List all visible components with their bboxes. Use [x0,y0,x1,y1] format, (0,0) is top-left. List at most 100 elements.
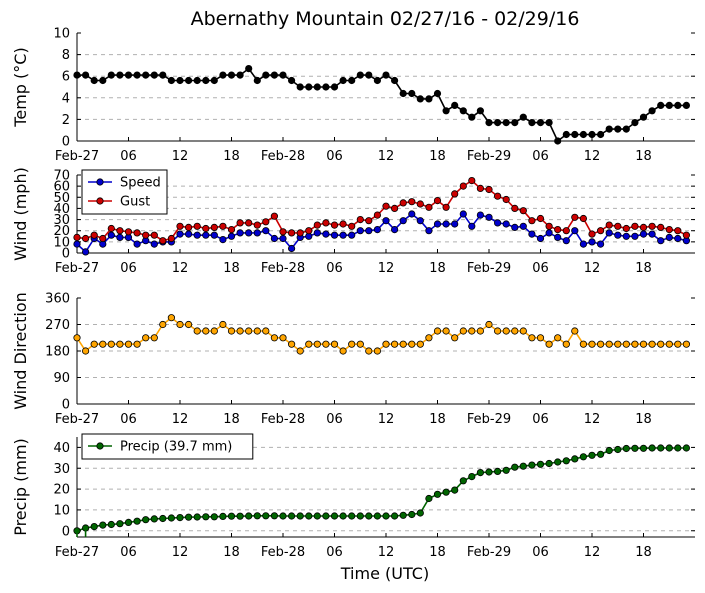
data-point [442,327,450,335]
data-point [519,462,527,470]
x-tick-label: 18 [635,412,652,427]
data-point [124,71,133,79]
data-point [614,222,622,230]
legend-marker [96,197,104,205]
data-point [519,207,527,215]
data-point [451,334,459,342]
y-tick-label: 40 [53,202,70,217]
data-point [562,130,570,139]
data-point [588,130,596,139]
data-point [674,101,682,110]
data-point [554,233,562,241]
x-tick-label: 18 [635,545,652,560]
data-point [202,224,210,233]
data-point [459,327,467,335]
data-point [339,76,347,85]
data-point [202,327,210,335]
data-point [296,83,304,91]
data-point [493,219,502,227]
data-point [579,130,588,139]
y-tick-label: 180 [45,345,70,360]
x-tick-label: 06 [120,545,137,560]
data-point [99,340,107,348]
x-tick-label: 06 [326,545,343,560]
x-tick-label: 06 [532,545,549,560]
data-point [73,240,81,248]
data-point [185,320,193,329]
data-point [73,233,81,241]
data-point [348,76,356,85]
data-point [142,516,150,524]
data-point [150,334,158,342]
data-point [596,130,605,139]
data-point [485,185,493,194]
data-point [554,458,562,466]
data-point [73,71,81,79]
data-point [373,211,381,219]
data-point [657,340,665,348]
data-point [674,340,682,348]
data-point [545,459,553,468]
series-gust [73,177,691,245]
data-point [262,71,270,79]
x-tick-label: 18 [429,261,446,276]
data-point [622,444,630,453]
data-point [657,223,665,231]
data-point [193,327,201,335]
data-point [545,119,553,127]
data-point [322,219,330,227]
data-point [476,184,484,192]
data-point [476,107,484,115]
x-tick-label: 06 [120,412,137,427]
data-point [287,229,296,237]
data-point [665,233,673,241]
x-tick-label: 12 [584,545,601,560]
x-tick-label: 18 [223,545,240,560]
data-point [631,340,639,348]
x-axis-label: Time (UTC) [340,564,429,583]
data-point [605,340,613,348]
data-point [219,512,227,521]
data-point [639,223,648,231]
data-point [245,65,253,73]
x-tick-label: 06 [326,261,343,276]
data-point [562,340,570,348]
data-point [142,231,150,239]
data-point [493,467,502,475]
data-point [554,137,562,145]
data-point [124,340,133,348]
data-point [253,512,261,520]
legend-marker [96,178,104,186]
series-temp [73,65,691,145]
data-point [674,227,682,235]
data-point [227,327,236,335]
data-point [73,334,81,342]
legend-label: Speed [120,176,161,191]
data-point [468,327,476,335]
data-point [365,227,373,235]
data-point [502,466,510,474]
data-point [330,340,339,348]
data-point [210,223,218,231]
data-point [330,221,339,229]
data-point [579,240,588,248]
data-point [459,477,467,485]
data-point [451,190,459,198]
data-point [502,119,510,127]
x-tick-label: Feb-29 [467,545,511,560]
data-point [468,177,476,185]
data-point [82,71,90,79]
data-point [502,195,510,204]
x-tick-label: 06 [532,149,549,164]
data-point [348,231,356,239]
data-point [416,200,424,208]
y-tick-label: 50 [53,191,70,206]
data-point [133,229,141,237]
x-tick-label: 12 [378,261,395,276]
data-point [90,522,98,531]
data-point [502,327,510,335]
panel-1: 0 2 4 6 8 10 Feb-27 06 12 18 Feb-28 06 12 18 Feb-29 06 1… [11,8,695,164]
data-point [536,214,545,223]
data-point [408,198,416,206]
data-point [253,221,261,229]
